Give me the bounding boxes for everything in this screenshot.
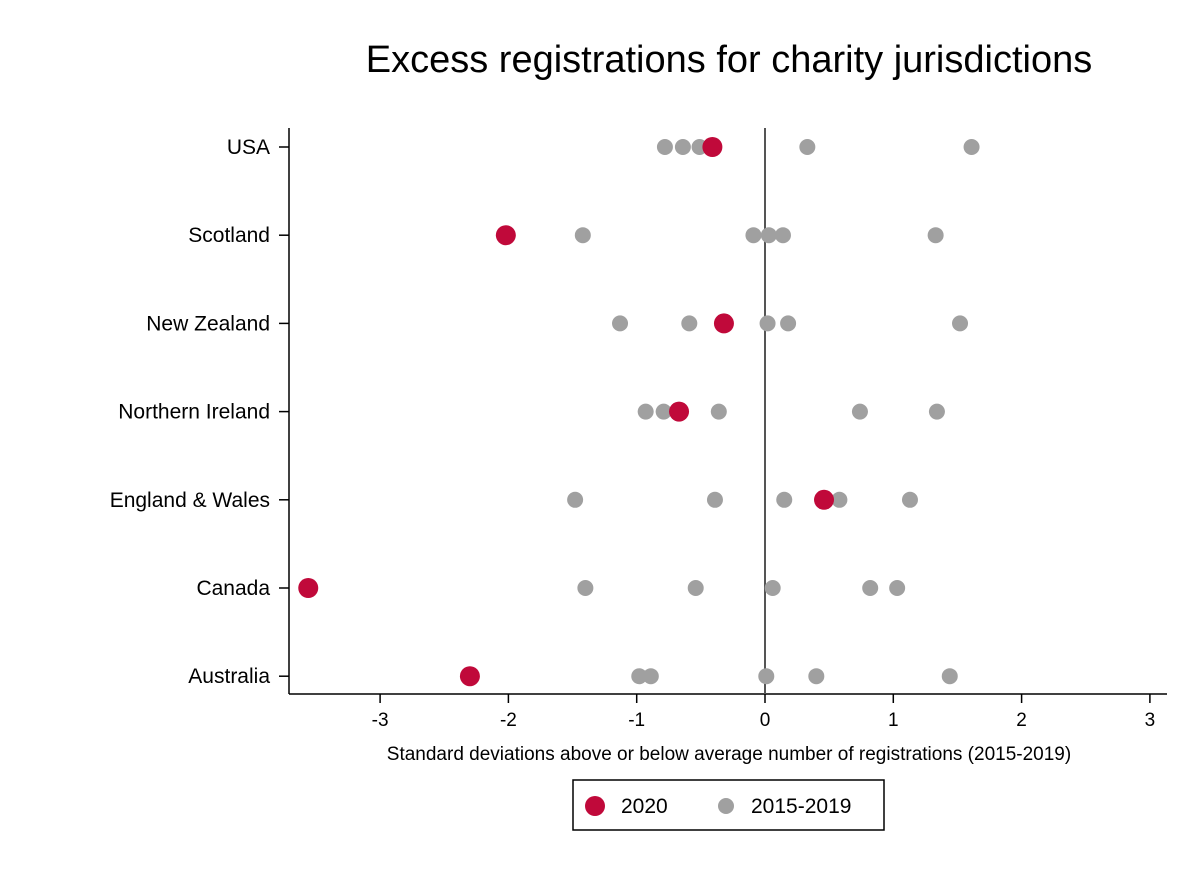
point-2015-2019 — [941, 668, 958, 685]
point-2015-2019 — [764, 580, 781, 596]
x-axis-label: Standard deviations above or below avera… — [387, 744, 1071, 765]
point-2015-2019 — [612, 315, 629, 332]
x-tick-label: 0 — [760, 710, 771, 731]
category-label: New Zealand — [146, 312, 270, 335]
point-2015-2019 — [567, 491, 584, 508]
point-2015-2019 — [851, 403, 868, 420]
point-2015-2019 — [674, 139, 691, 155]
point-2015-2019 — [681, 315, 698, 332]
x-tick-label: -2 — [500, 710, 517, 731]
point-2015-2019 — [831, 491, 848, 508]
legend-label-2015-2019: 2015-2019 — [751, 795, 851, 818]
point-2015-2019 — [656, 139, 673, 155]
point-2015-2019 — [706, 491, 723, 508]
point-2015-2019 — [631, 668, 648, 685]
point-2015-2019 — [759, 315, 776, 332]
x-tick-label: -1 — [628, 710, 645, 731]
category-label: Northern Ireland — [118, 401, 270, 424]
point-2015-2019 — [745, 227, 762, 244]
point-2015-2019 — [758, 668, 775, 685]
point-2015-2019 — [862, 580, 879, 596]
category-label: Canada — [196, 577, 270, 600]
point-2020 — [669, 401, 690, 422]
point-2020 — [713, 313, 734, 334]
plot-area: -3 -2 -1 0 1 2 3 USA Scotland New Zealand Northern… — [110, 128, 1167, 731]
legend-label-2020: 2020 — [621, 795, 668, 818]
point-2015-2019 — [799, 139, 816, 155]
category-label: USA — [227, 136, 270, 159]
point-2015-2019 — [577, 580, 594, 596]
category-label: Australia — [188, 665, 270, 688]
point-2020 — [495, 225, 516, 246]
legend: 2020 2015-2019 — [572, 779, 885, 831]
point-2015-2019 — [637, 403, 654, 420]
point-2015-2019 — [927, 227, 944, 244]
point-2020 — [459, 666, 480, 687]
point-2015-2019 — [780, 315, 797, 332]
x-tick-label: 2 — [1016, 710, 1027, 731]
point-2015-2019 — [952, 315, 969, 332]
legend-marker-2020 — [585, 796, 605, 816]
category-label: England & Wales — [110, 489, 270, 512]
x-tick-label: 1 — [888, 710, 899, 731]
point-2015-2019 — [889, 580, 906, 596]
x-tick-label: 3 — [1145, 710, 1156, 731]
point-2015-2019 — [710, 403, 727, 420]
point-2020 — [702, 137, 723, 157]
legend-marker-2015-2019 — [718, 798, 734, 814]
point-2015-2019 — [901, 491, 918, 508]
point-2015-2019 — [760, 227, 777, 244]
point-2015-2019 — [642, 668, 659, 685]
chart-title: Excess registrations for charity jurisdi… — [366, 39, 1092, 81]
point-2015-2019 — [776, 491, 793, 508]
point-2015-2019 — [928, 403, 945, 420]
category-label: Scotland — [188, 224, 270, 247]
point-2015-2019 — [574, 227, 591, 244]
point-2015-2019 — [774, 227, 791, 244]
x-tick-label: -3 — [372, 710, 389, 731]
point-2015-2019 — [655, 403, 672, 420]
point-2020 — [814, 489, 835, 510]
point-2015-2019 — [808, 668, 825, 685]
point-2015-2019 — [963, 139, 980, 155]
point-2015-2019 — [687, 580, 704, 596]
point-2020 — [298, 578, 319, 598]
